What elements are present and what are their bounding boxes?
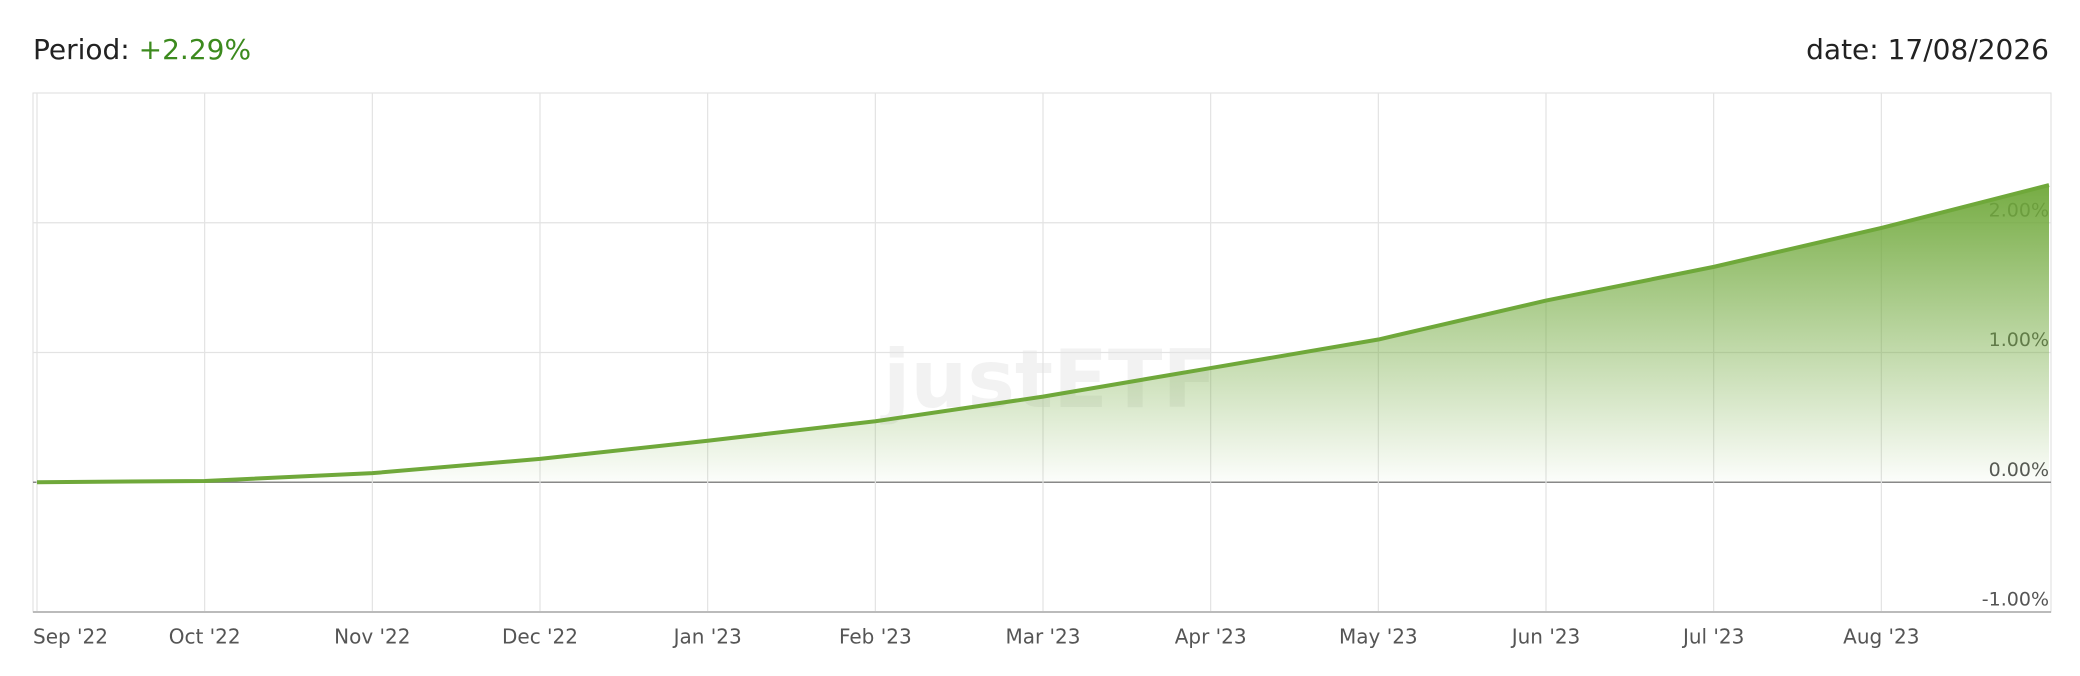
x-tick-label: Mar '23 <box>1005 625 1080 649</box>
x-tick-label: May '23 <box>1339 625 1418 649</box>
x-tick-label: Oct '22 <box>169 625 241 649</box>
period-label: Period: <box>33 33 130 66</box>
date: date: 17/08/2026 <box>1806 33 2049 66</box>
x-tick-label: Jun '23 <box>1510 625 1581 649</box>
line <box>36 183 2050 485</box>
x-tick-label: Dec '22 <box>502 625 578 649</box>
x-tick-label: Jul '23 <box>1681 625 1744 649</box>
y-tick-label: -1.00% <box>1982 589 2049 611</box>
header: Period: +2.29% <box>33 33 251 66</box>
x-tick-label: Sep '22 <box>33 625 108 649</box>
x-tick-label: Nov '22 <box>334 625 410 649</box>
x-tick-label: Jan '23 <box>672 625 742 649</box>
x-tick-label: Apr '23 <box>1175 625 1247 649</box>
area <box>37 185 2049 483</box>
x-tick-label: Feb '23 <box>839 625 912 649</box>
period-value: +2.29% <box>139 33 251 66</box>
x-tick-label: Aug '23 <box>1843 625 1919 649</box>
